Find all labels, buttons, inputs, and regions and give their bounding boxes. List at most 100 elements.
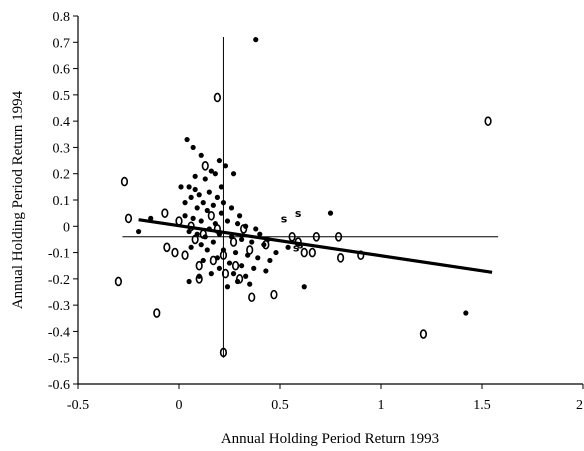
data-point-dot (204, 247, 210, 253)
y-tick-label: 0.8 (53, 10, 71, 25)
data-point-dot (218, 184, 225, 190)
data-point-dot (327, 210, 334, 216)
data-point-dot (198, 242, 204, 248)
y-tick-label: 0.1 (53, 194, 71, 209)
data-point-dot (232, 249, 239, 256)
data-point-dot (186, 278, 192, 285)
data-point-dot (202, 176, 208, 182)
data-point-open (262, 239, 270, 250)
data-point-dot (243, 273, 249, 279)
y-tick-label: 0.6 (53, 63, 71, 78)
data-point-dot (192, 186, 198, 193)
y-tick-label: 0.4 (53, 115, 71, 130)
data-point-open (288, 232, 296, 242)
y-tick-label: 0.5 (53, 89, 71, 104)
y-tick-label: -0.6 (48, 378, 70, 393)
data-point-open (187, 221, 195, 232)
y-axis-title: Annual Holding Period Return 1994 (10, 90, 26, 309)
data-point-dot (253, 37, 259, 43)
x-axis-title: Annual Holding Period Return 1993 (221, 431, 439, 447)
data-point-open (171, 247, 179, 258)
data-point-open (219, 347, 228, 358)
data-point-dot (212, 171, 218, 177)
data-point-s: s (293, 241, 300, 254)
data-point-dot (263, 268, 269, 274)
data-point-dot (206, 226, 212, 232)
data-point-dot (208, 168, 214, 174)
data-point-dot (226, 260, 233, 266)
data-point-dot (253, 226, 259, 232)
data-point-dot (188, 194, 194, 200)
x-tick-label: 1.5 (473, 398, 491, 413)
x-tick-label: 1 (378, 398, 385, 413)
data-point-dot (228, 205, 235, 211)
data-point-dot (210, 202, 216, 208)
trend-line (138, 218, 493, 274)
data-point-open (163, 242, 171, 253)
data-point-open (312, 232, 320, 242)
data-point-dot (178, 184, 184, 190)
y-tick-label: 0.3 (53, 141, 71, 156)
data-point-open (221, 268, 230, 279)
y-tick-label: 0 (63, 220, 70, 235)
y-tick-label: -0.4 (48, 325, 70, 340)
data-point-dot (273, 249, 279, 256)
x-tick-label: 2 (576, 398, 583, 413)
data-point-dot (249, 239, 255, 245)
data-point-open (213, 92, 221, 103)
x-tick-label: 0 (176, 398, 183, 413)
y-tick-label: -0.5 (48, 352, 70, 367)
data-point-open (357, 250, 365, 260)
data-point-dot (190, 215, 196, 221)
data-point-open (219, 250, 228, 260)
data-point-dot (200, 257, 206, 264)
data-point-dot (222, 163, 229, 169)
data-point-dot (239, 263, 245, 269)
data-point-dot (301, 284, 307, 290)
x-tick-label: -0.5 (67, 398, 89, 413)
data-point-open (231, 260, 240, 271)
data-point-dot (239, 236, 245, 243)
data-point-dot (182, 213, 188, 219)
data-point-dot (194, 205, 200, 211)
data-point-dot (230, 271, 237, 277)
data-point-open (161, 208, 169, 218)
data-point-dot (186, 184, 192, 190)
data-point-open (334, 232, 343, 242)
y-tick-label: -0.2 (48, 273, 70, 288)
data-point-s: s (297, 239, 304, 252)
data-point-open (300, 247, 308, 258)
data-point-dot (190, 144, 196, 151)
data-point-dot (255, 255, 261, 261)
data-point-dot (216, 265, 222, 271)
data-point-open (419, 329, 428, 339)
data-point-dot (200, 200, 206, 206)
data-point-open (484, 116, 492, 126)
data-point-dot (196, 192, 202, 198)
data-point-open (246, 245, 254, 255)
data-point-open (124, 213, 133, 224)
data-point-open (248, 292, 256, 303)
data-point-dot (251, 265, 257, 271)
data-point-open (229, 237, 238, 247)
data-point-dot (220, 200, 227, 206)
data-point-open (114, 276, 122, 287)
data-point-dot (198, 152, 204, 158)
data-point-open (308, 247, 316, 258)
data-point-dot (218, 210, 225, 216)
data-point-open (213, 224, 221, 234)
data-point-dot (148, 215, 154, 221)
data-point-open (294, 237, 302, 247)
y-tick-label: 0.7 (53, 36, 71, 51)
data-point-s: s (295, 207, 302, 220)
data-point-open (181, 250, 189, 260)
data-point-dot (188, 244, 194, 250)
data-point-open (199, 229, 207, 239)
data-point-open (207, 210, 215, 221)
data-point-open (337, 253, 345, 263)
data-point-dot (257, 231, 263, 237)
data-point-dot (206, 189, 212, 195)
data-point-dot (184, 136, 190, 143)
data-point-s: s (281, 212, 288, 225)
